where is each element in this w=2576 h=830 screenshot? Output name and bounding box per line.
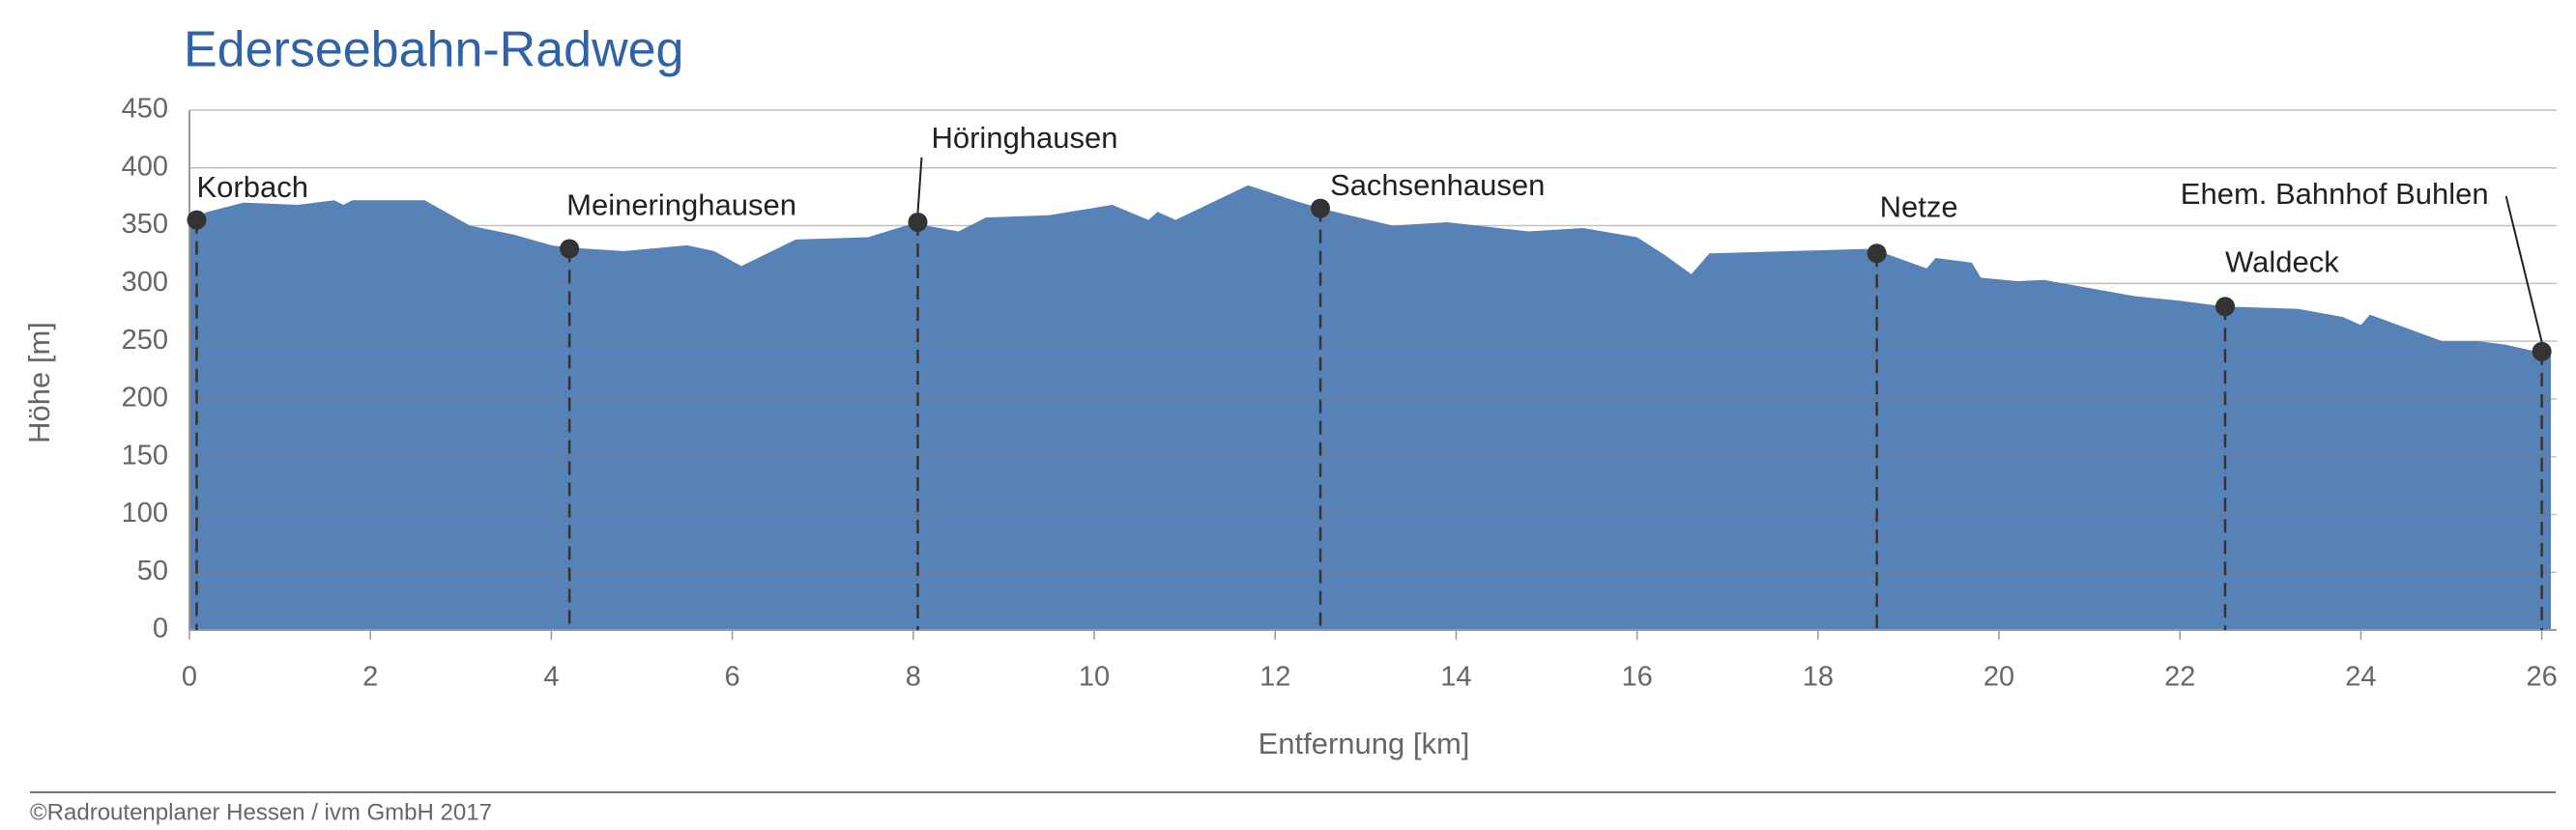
x-axis-label: Entfernung [km]: [1259, 727, 1470, 760]
x-tick-label: 24: [2345, 662, 2376, 693]
marker: [560, 239, 580, 259]
y-tick-label: 400: [122, 151, 168, 182]
x-tick-label: 2: [362, 662, 378, 693]
marker: [908, 212, 928, 232]
chart-title: Ederseebahn-Radweg: [184, 22, 683, 78]
marker-label: Netze: [1880, 189, 1958, 223]
x-tick-label: 8: [906, 662, 921, 693]
y-axis-label: Höhe [m]: [22, 322, 56, 444]
y-tick-label: 0: [153, 614, 168, 644]
x-tick-label: 0: [182, 662, 197, 693]
marker: [187, 210, 207, 230]
x-tick-label: 16: [1621, 662, 1652, 693]
y-tick-label: 450: [122, 94, 168, 125]
marker-label: Ehem. Bahnhof Buhlen: [2181, 177, 2489, 211]
y-tick-label: 200: [122, 383, 168, 414]
marker-label: Korbach: [196, 170, 307, 204]
y-tick-label: 350: [122, 209, 168, 240]
x-tick-label: 6: [725, 662, 740, 693]
x-tick-label: 22: [2164, 662, 2195, 693]
x-tick-label: 4: [543, 662, 559, 693]
marker: [1311, 198, 1331, 218]
x-tick-label: 18: [1803, 662, 1834, 693]
marker: [1867, 243, 1887, 264]
footer: ©Radroutenplaner Hessen / ivm GmbH 2017: [30, 799, 492, 825]
marker: [2215, 297, 2236, 317]
x-tick-label: 10: [1079, 662, 1110, 693]
x-tick-label: 14: [1440, 662, 1471, 693]
x-tick-label: 12: [1259, 662, 1290, 693]
y-tick-label: 100: [122, 498, 168, 529]
leader-line: [916, 157, 923, 214]
y-tick-label: 300: [122, 267, 168, 298]
marker-label: Sachsenhausen: [1330, 168, 1545, 202]
marker-label: Waldeck: [2225, 244, 2339, 278]
elevation-area: [189, 185, 2551, 630]
y-tick-label: 250: [122, 325, 168, 356]
y-tick-label: 50: [137, 556, 168, 587]
leader-line: [2504, 195, 2543, 343]
marker-label: Höringhausen: [931, 121, 1117, 155]
marker-label: Meineringhausen: [566, 188, 796, 222]
x-tick-label: 20: [1983, 662, 2014, 693]
marker: [2532, 341, 2552, 361]
y-tick-label: 150: [122, 440, 168, 471]
x-tick-label: 26: [2527, 662, 2558, 693]
